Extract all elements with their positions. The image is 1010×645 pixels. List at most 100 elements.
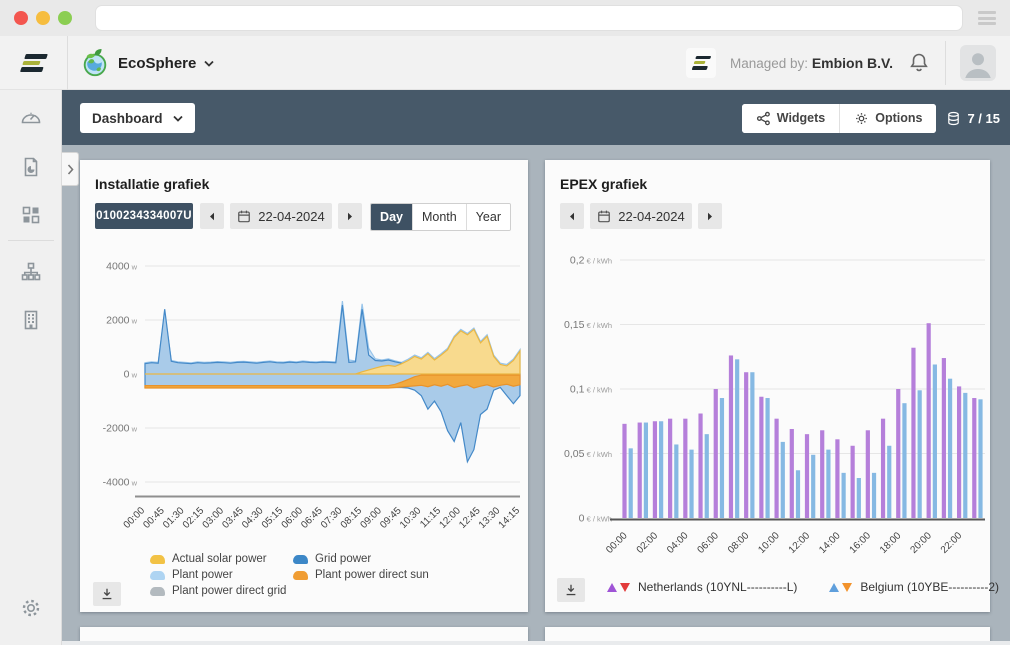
widgets-share-icon	[756, 111, 770, 125]
svg-text:00:00: 00:00	[122, 505, 148, 531]
device-serial-chip[interactable]: 0100234334007U	[95, 203, 193, 229]
date-prev-button[interactable]	[560, 203, 584, 229]
window-zoom-button[interactable]	[58, 11, 72, 25]
svg-text:0,15 € / kWh: 0,15 € / kWh	[564, 319, 612, 331]
sidebar-item-sitemap[interactable]	[14, 255, 48, 289]
legend-label: Actual solar power	[172, 553, 267, 565]
window-close-button[interactable]	[14, 11, 28, 25]
embion-logo[interactable]	[0, 36, 68, 90]
legend-item[interactable]: Netherlands (10YNL----------L)	[607, 580, 797, 594]
sidebar-item-dashboard[interactable]	[14, 101, 48, 135]
content-area: Installatie grafiek 0100234334007U 22-04…	[62, 145, 1010, 645]
svg-text:09:00: 09:00	[358, 505, 384, 531]
sidebar-item-widgets[interactable]	[14, 198, 48, 232]
calendar-icon	[238, 210, 251, 223]
triangle-up-icon	[607, 582, 617, 592]
sidebar-collapse-toggle[interactable]	[62, 152, 79, 186]
svg-text:03:45: 03:45	[220, 505, 246, 531]
toolbar-right: Widgets Options	[741, 103, 1000, 133]
partial-panel	[80, 627, 528, 645]
date-next-button[interactable]	[338, 203, 362, 229]
svg-text:07:30: 07:30	[319, 505, 345, 531]
sidebar-divider	[8, 240, 54, 241]
svg-text:-4000 w: -4000 w	[103, 477, 138, 489]
installatie-panel: Installatie grafiek 0100234334007U 22-04…	[80, 160, 528, 612]
legend-item[interactable]: Plant power direct grid	[150, 585, 287, 597]
managed-by-logo	[686, 48, 716, 78]
dashboard-dropdown[interactable]: Dashboard	[80, 103, 195, 133]
legend-item[interactable]: Actual solar power	[150, 553, 285, 565]
date-prev-button[interactable]	[200, 203, 224, 229]
window-minimize-button[interactable]	[36, 11, 50, 25]
bottom-edge	[62, 641, 1010, 645]
svg-text:-2000 w: -2000 w	[103, 423, 138, 435]
download-icon	[102, 588, 112, 600]
panel-title: Installatie grafiek	[95, 176, 210, 192]
embion-stripes-icon	[19, 54, 48, 72]
legend-label: Plant power	[172, 569, 233, 581]
toolbar-button-group: Widgets Options	[741, 103, 937, 133]
sidebar-item-buildings[interactable]	[14, 303, 48, 337]
header-divider	[945, 41, 946, 85]
svg-text:0 € / kWh: 0 € / kWh	[579, 513, 612, 525]
date-picker-button[interactable]: 22-04-2024	[590, 203, 692, 229]
svg-text:20:00: 20:00	[908, 530, 934, 556]
user-avatar[interactable]	[960, 45, 996, 81]
svg-text:08:15: 08:15	[339, 505, 365, 531]
svg-text:0,05 € / kWh: 0,05 € / kWh	[564, 448, 612, 460]
epex-panel: EPEX grafiek 22-04-2024 0,2 € / kWh 0,15 …	[545, 160, 999, 612]
tab-year[interactable]: Year	[465, 204, 510, 230]
svg-text:09:45: 09:45	[378, 505, 404, 531]
sidebar-item-reports[interactable]	[14, 150, 48, 184]
notifications-bell-icon[interactable]	[907, 51, 931, 75]
download-chart-button[interactable]	[557, 578, 585, 602]
partial-panel	[545, 627, 990, 645]
legend-item[interactable]: Belgium (10YBE----------2)	[829, 580, 999, 594]
options-button[interactable]: Options	[839, 103, 937, 133]
managed-by-label: Managed by:	[730, 56, 809, 71]
brand-name: EcoSphere	[118, 54, 197, 72]
svg-text:18:00: 18:00	[878, 530, 904, 556]
range-tabs: Day Month Year	[370, 203, 511, 231]
svg-text:14:00: 14:00	[817, 530, 843, 556]
browser-menu-icon[interactable]	[978, 11, 996, 25]
svg-text:0,2 € / kWh: 0,2 € / kWh	[570, 255, 612, 267]
legend-item[interactable]: Plant power	[150, 569, 285, 581]
tab-day[interactable]: Day	[371, 204, 412, 230]
layer-counter-value: 7 / 15	[967, 110, 1000, 126]
grid-widgets-icon	[22, 206, 39, 224]
svg-text:04:30: 04:30	[240, 505, 266, 531]
address-bar[interactable]	[95, 5, 963, 31]
legend-marker	[150, 586, 165, 596]
svg-text:12:00: 12:00	[787, 530, 813, 556]
legend-item[interactable]: Plant power direct sun	[293, 569, 429, 581]
date-next-button[interactable]	[698, 203, 722, 229]
brand-selector[interactable]: EcoSphere	[80, 36, 215, 90]
sidebar-item-settings[interactable]	[14, 591, 48, 625]
svg-text:22:00: 22:00	[939, 530, 965, 556]
svg-text:01:30: 01:30	[161, 505, 187, 531]
svg-text:14:15: 14:15	[497, 505, 523, 531]
download-chart-button[interactable]	[93, 582, 121, 606]
svg-text:0 w: 0 w	[124, 369, 138, 381]
arrow-left-icon	[210, 212, 214, 220]
tab-month[interactable]: Month	[411, 204, 466, 230]
database-icon	[948, 111, 960, 125]
date-picker-button[interactable]: 22-04-2024	[230, 203, 332, 229]
svg-text:02:00: 02:00	[635, 530, 661, 556]
svg-text:4000 w: 4000 w	[106, 260, 137, 272]
svg-text:05:15: 05:15	[260, 505, 286, 531]
epex-chart: 0,2 € / kWh 0,15 € / kWh 0,1 € / kWh 0,05 €…	[564, 255, 985, 556]
legend-label: Plant power direct grid	[172, 585, 287, 597]
widgets-button[interactable]: Widgets	[741, 103, 840, 133]
gear-icon	[856, 112, 868, 124]
legend-label: Plant power direct sun	[315, 569, 429, 581]
chevron-down-icon	[204, 60, 215, 67]
options-button-label: Options	[875, 111, 923, 125]
legend-item[interactable]: Grid power	[293, 553, 429, 565]
layer-counter: 7 / 15	[946, 111, 1000, 126]
dashboard-toolbar: Dashboard Widgets	[62, 90, 1010, 145]
legend-marker	[150, 570, 165, 580]
